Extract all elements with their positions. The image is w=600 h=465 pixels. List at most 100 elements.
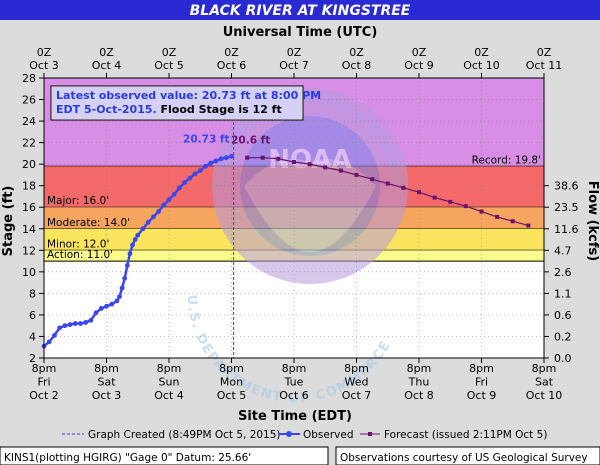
forecast-point [292, 160, 296, 164]
observed-point [98, 306, 104, 311]
observed-point [130, 242, 135, 248]
flow-tick-label: 2.6 [554, 266, 572, 279]
observed-point [208, 160, 214, 166]
observed-point [104, 303, 109, 309]
title-bar [0, 0, 600, 20]
flow-tick-label: 0.6 [554, 309, 572, 322]
utc-tick-label: 0Z [537, 46, 552, 59]
stage-tick-label: 8 [29, 287, 36, 300]
utc-date-label: Oct 8 [342, 59, 372, 72]
observed-point [46, 339, 52, 345]
time-tick-label: Oct 5 [217, 389, 247, 402]
observed-point [114, 298, 120, 304]
footer-left-box [0, 446, 329, 465]
utc-tick-label: 0Z [412, 46, 427, 59]
forecast-point [323, 165, 328, 170]
time-tick-label: 8pm [32, 362, 57, 375]
forecast-point [370, 177, 375, 182]
info-box-date: EDT 5-Oct-2015. [56, 103, 157, 116]
observed-point [127, 251, 133, 256]
forecast-value-label: 20.6 ft [231, 135, 270, 147]
time-tick-label: Thu [408, 376, 430, 389]
utc-date-label: Oct 11 [526, 59, 563, 72]
forecast-point [401, 185, 406, 190]
observed-point [78, 321, 83, 326]
stage-tick-label: 22 [22, 137, 36, 150]
flow-tick-label: 0.0 [554, 352, 572, 365]
utc-tick-label: 0Z [349, 46, 364, 59]
observed-point [213, 158, 219, 164]
observed-point [57, 325, 63, 331]
observed-point [109, 301, 115, 307]
stage-tick-label: 20 [22, 158, 36, 171]
observed-point [218, 156, 224, 162]
stage-tick-label: 18 [22, 180, 36, 193]
right-axis-title: Flow (kcfs) [585, 181, 600, 261]
observed-point [119, 285, 125, 291]
observed-point [140, 226, 146, 232]
flow-tick-label: 38.6 [554, 180, 579, 193]
observed-point [67, 322, 73, 328]
observed-point [156, 209, 161, 214]
utc-date-label: Oct 7 [279, 59, 309, 72]
stage-tick-label: 6 [29, 309, 36, 322]
time-tick-label: Oct 3 [92, 389, 122, 402]
observed-point [177, 185, 182, 191]
legend-created-label: Graph Created (8:49PM Oct 5, 2015) [88, 429, 281, 441]
time-tick-label: Oct 8 [404, 389, 434, 402]
observed-point [132, 237, 138, 242]
observed-point [166, 197, 172, 203]
time-tick-label: 8pm [157, 362, 182, 375]
forecast-point [338, 168, 343, 173]
flow-tick-label: 23.5 [554, 201, 579, 214]
info-box-fill [52, 87, 302, 119]
forecast-point [354, 172, 359, 177]
observed-point [192, 171, 198, 177]
time-tick-label: 8pm [407, 362, 432, 375]
flow-tick-label: 11.6 [554, 223, 579, 236]
right-axis: 0.0 0.2 0.6 1.1 2.6 4.7 11.6 23.5 38.6 [544, 180, 579, 365]
noaa-seal-inner [240, 116, 380, 256]
forecast-point [276, 156, 281, 161]
flow-tick-label: 0.2 [554, 330, 572, 343]
band-label-action: Action: 11.0' [47, 249, 113, 261]
legend-forecast-label: Forecast (issued 2:11PM Oct 5) [384, 429, 547, 441]
forecast-point [495, 214, 500, 219]
forecast-point [385, 181, 390, 186]
observed-point [229, 153, 234, 159]
observed-point [150, 214, 156, 220]
observed-point [93, 310, 99, 316]
band-label-record: Record: 19.8' [472, 154, 541, 166]
time-tick-label: Mon [220, 376, 243, 389]
forecast-point [448, 199, 453, 204]
observed-point [62, 323, 68, 329]
series-layer: 20.73 ft 20.6 ft [41, 133, 531, 349]
forecast-point [463, 204, 468, 209]
utc-date-label: Oct 10 [463, 59, 500, 72]
footer-right-box [335, 446, 600, 465]
bottom-axis-title: Site Time (EDT) [238, 409, 352, 424]
time-tick-label: 8pm [469, 362, 494, 375]
utc-date-label: Oct 5 [154, 59, 184, 72]
observed-point [197, 168, 203, 174]
utc-tick-label: 0Z [224, 46, 239, 59]
time-tick-label: 8pm [344, 362, 369, 375]
observed-point [223, 155, 229, 161]
flow-tick-label: 1.1 [554, 287, 572, 300]
time-tick-label: Fri [475, 376, 488, 389]
observed-point [182, 180, 188, 185]
observed-point [145, 219, 151, 225]
band-label-major: Major: 16.0' [47, 195, 109, 207]
legend-observed-marker [286, 431, 292, 437]
legend-forecast-marker [368, 432, 372, 436]
utc-tick-label: 0Z [287, 46, 302, 59]
time-tick-label: 8pm [94, 362, 119, 375]
time-tick-label: Oct 7 [342, 389, 372, 402]
utc-date-label: Oct 3 [29, 59, 59, 72]
forecast-point [510, 219, 515, 224]
utc-tick-label: 0Z [474, 46, 489, 59]
utc-date-label: Oct 6 [217, 59, 247, 72]
stage-tick-label: 26 [22, 94, 36, 107]
forecast-point [307, 162, 312, 167]
